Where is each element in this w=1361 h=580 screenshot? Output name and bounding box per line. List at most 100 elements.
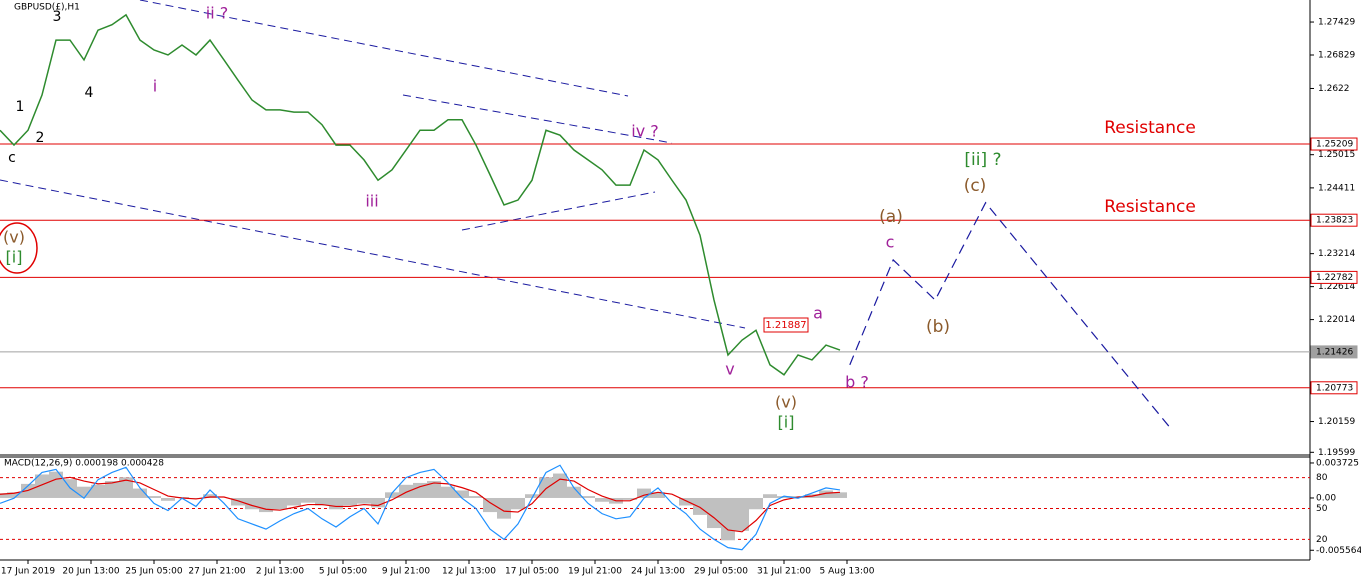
macd-bar	[147, 496, 161, 498]
annotation: ii ?	[206, 4, 228, 23]
level-label: 1.23823	[1316, 216, 1353, 226]
macd-bar	[91, 484, 105, 498]
macd-bar	[679, 497, 693, 506]
channel-lines	[0, 0, 746, 329]
macd-bar	[581, 496, 595, 498]
annotation: (b)	[926, 317, 950, 337]
macd-label: MACD(12,26,9) 0.000198 0.000428	[4, 459, 164, 469]
price-line	[0, 13, 841, 376]
indicator-line	[0, 476, 841, 533]
annotation: iii	[365, 192, 378, 211]
channel-line	[402, 94, 673, 144]
macd-bar	[287, 497, 301, 506]
macd-bar	[567, 486, 581, 498]
indicator-line	[0, 464, 841, 551]
macd-bar	[315, 497, 329, 506]
y-tick-label: 1.23214	[1318, 249, 1355, 259]
x-tick-label: 31 Jul 21:00	[757, 567, 811, 577]
macd-bar	[77, 486, 91, 498]
channel-line	[0, 179, 746, 329]
y-tick-label: 1.19599	[1318, 448, 1355, 458]
channel-line	[139, 0, 629, 97]
annotation: Resistance	[1104, 197, 1196, 217]
y2-tick-label: 20	[1316, 535, 1328, 545]
x-tick-label: 12 Jul 13:00	[442, 567, 496, 577]
level-box	[1310, 137, 1358, 151]
annotation: 1.21887	[765, 320, 806, 331]
level-box	[1310, 381, 1358, 395]
macd-bar	[469, 496, 483, 498]
macd-bar	[693, 497, 707, 515]
annotation: (c)	[964, 176, 987, 196]
x-tick-label: 19 Jul 21:00	[568, 567, 622, 577]
x-tick-label: 17 Jul 05:00	[505, 567, 559, 577]
macd-bar	[483, 497, 497, 513]
y-tick-label: 1.24411	[1318, 183, 1355, 193]
annotation: (v)	[3, 228, 25, 247]
y-tick-label: 0.00	[1316, 493, 1336, 503]
y-tick-label: 1.26829	[1318, 51, 1355, 61]
x-tick-label: 25 Jun 05:00	[125, 567, 182, 577]
macd-bar	[651, 492, 665, 498]
x-tick-label: 17 Jun 2019	[1, 567, 55, 577]
macd-bar	[511, 497, 525, 510]
annotation: Resistance	[1104, 118, 1196, 138]
macd-bar	[133, 488, 147, 498]
level-label: 1.25209	[1316, 140, 1353, 150]
macd-bar	[7, 492, 21, 498]
y2-tick-label: 80	[1316, 473, 1328, 483]
annotation: a	[813, 304, 823, 323]
annotation: [ii] ?	[964, 150, 1001, 170]
macd-bar	[371, 497, 385, 508]
macd-bar	[413, 482, 427, 498]
macd-bar	[455, 490, 469, 498]
macd-bar	[721, 497, 735, 541]
level-label: 1.22782	[1316, 273, 1353, 283]
macd-bar	[819, 490, 833, 498]
macd-bar	[749, 497, 763, 510]
macd-bar	[441, 486, 455, 498]
annotation: v	[725, 360, 734, 379]
y-tick-label: 1.22014	[1318, 315, 1355, 325]
y-tick-label: 0.003725	[1316, 458, 1359, 468]
price-box	[763, 317, 809, 333]
macd-bar	[637, 488, 651, 498]
x-tick-label: 27 Jun 21:00	[188, 567, 245, 577]
level-label: 1.20773	[1316, 383, 1353, 393]
macd-bar	[105, 481, 119, 498]
annotation: 4	[85, 85, 94, 101]
y-tick-label: 1.25015	[1318, 150, 1355, 160]
annotation: [i]	[778, 413, 795, 432]
channel-line	[461, 191, 656, 231]
macd-bar	[119, 477, 133, 498]
x-tick-label: 20 Jun 13:00	[62, 567, 119, 577]
macd-bar	[0, 493, 7, 498]
chart-title: GBPUSD(£),H1	[14, 3, 80, 13]
annotation: i	[153, 77, 157, 96]
macd-bar	[777, 496, 791, 498]
macd-bar	[707, 497, 721, 529]
annotation: 2	[36, 130, 45, 146]
annotation: 3	[53, 9, 62, 25]
macd-bar	[427, 481, 441, 498]
level-box	[1310, 345, 1358, 359]
level-label: 1.21426	[1316, 347, 1353, 357]
y-tick-label: 1.2622	[1318, 84, 1350, 94]
macd-bar	[343, 497, 357, 506]
macd-bar	[385, 492, 399, 498]
macd-bar	[273, 497, 287, 510]
highlight-circle	[0, 222, 38, 274]
annotation: (a)	[879, 207, 903, 227]
macd-bar	[735, 497, 749, 531]
annotation: b ?	[845, 373, 869, 392]
macd-bar	[245, 497, 259, 510]
macd-bar	[329, 497, 343, 510]
x-tick-label: 5 Jul 05:00	[319, 567, 368, 577]
macd-bar	[763, 494, 777, 498]
macd-bar	[833, 492, 847, 498]
x-tick-label: 2 Jul 13:00	[256, 567, 305, 577]
y-tick-label: 1.27429	[1318, 18, 1355, 28]
annotation: 1	[16, 99, 25, 115]
macd-bar	[357, 497, 371, 504]
